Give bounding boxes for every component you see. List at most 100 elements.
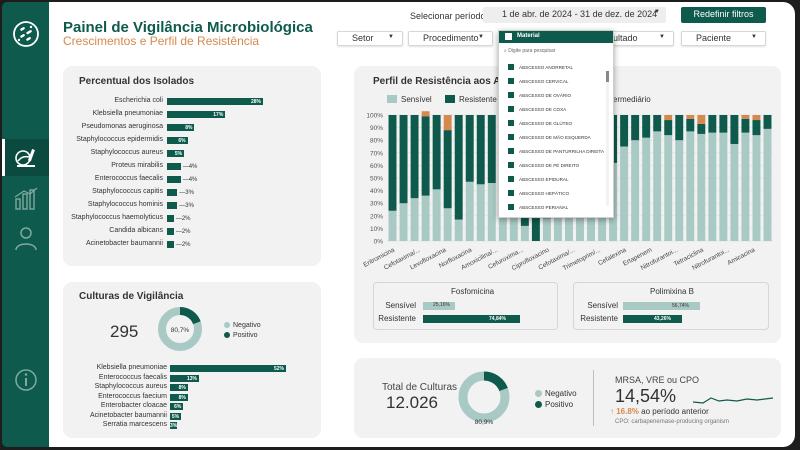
- resistance-bar-segment[interactable]: [454, 219, 463, 241]
- resistance-bar-segment[interactable]: [421, 116, 430, 196]
- dropdown-item[interactable]: ABSCESSO HEPÁTICO: [508, 190, 569, 199]
- isolates-row[interactable]: Proteus mirabilis —4%: [63, 162, 303, 172]
- resistance-bar-segment[interactable]: [421, 111, 430, 117]
- resistance-bar-segment[interactable]: [642, 115, 651, 138]
- resistance-bar-segment[interactable]: [719, 132, 728, 241]
- resistance-bar-segment[interactable]: [388, 115, 397, 211]
- resistance-bar-segment[interactable]: [763, 128, 772, 241]
- checkbox-checked-icon[interactable]: [508, 176, 514, 182]
- reset-filters-button[interactable]: Redefinir filtros: [681, 7, 766, 23]
- isolates-row[interactable]: Staphylococcus hominis —3%: [63, 201, 303, 211]
- resistance-bar-segment[interactable]: [752, 115, 761, 121]
- surveillance-row[interactable]: Serratia marcescens 3%: [63, 421, 303, 430]
- dropdown-item[interactable]: ABSCESSO DE OVÁRIO: [508, 92, 571, 101]
- resistance-bar-segment[interactable]: [487, 115, 496, 184]
- resistance-bar-segment[interactable]: [675, 115, 684, 141]
- checkbox-checked-icon[interactable]: [508, 134, 514, 140]
- dropdown-item[interactable]: ABSCESSO DE COXA: [508, 106, 566, 115]
- resistance-bar-segment[interactable]: [631, 115, 640, 141]
- resistance-bar-segment[interactable]: [752, 120, 761, 136]
- resistance-bar-segment[interactable]: [730, 115, 739, 144]
- checkbox-checked-icon[interactable]: [508, 64, 514, 70]
- dropdown-item[interactable]: ABSCESSO DE PANTURRILHA DIREITA: [508, 148, 604, 157]
- info-icon[interactable]: [12, 366, 40, 394]
- isolates-row[interactable]: Pseudomonas aeruginosa 8%: [63, 123, 303, 133]
- resistance-bar-segment[interactable]: [432, 115, 441, 190]
- resistance-bar-segment[interactable]: [642, 137, 651, 241]
- scrollbar-thumb[interactable]: [606, 71, 609, 82]
- checkbox-checked-icon[interactable]: [508, 162, 514, 168]
- checkbox-checked-icon[interactable]: [508, 204, 514, 210]
- surveillance-row[interactable]: Enterococcus faecium 8%: [63, 393, 303, 402]
- checkbox-checked-icon[interactable]: [508, 190, 514, 196]
- resistance-bar-segment[interactable]: [443, 115, 452, 131]
- surveillance-row[interactable]: Enterobacter cloacae 6%: [63, 402, 303, 411]
- filter-procedimento[interactable]: Procedimento ▼: [408, 31, 493, 46]
- resistance-bar-segment[interactable]: [454, 115, 463, 220]
- isolates-row[interactable]: Staphylococcus epidermidis 6%: [63, 136, 303, 146]
- isolates-row[interactable]: Candida albicans —2%: [63, 227, 303, 237]
- resistance-bar-segment[interactable]: [763, 115, 772, 129]
- resistance-bar-segment[interactable]: [741, 132, 750, 241]
- checkbox-checked-icon[interactable]: [508, 106, 514, 112]
- isolates-row[interactable]: Staphylococcus aureus 5%: [63, 149, 303, 159]
- resistance-bar-segment[interactable]: [465, 115, 474, 182]
- period-select[interactable]: 1 de abr. de 2024 - 31 de dez. de 2024 ▼: [483, 7, 666, 23]
- dropdown-item[interactable]: ABSCESSO EPIDURAL: [508, 176, 569, 185]
- surveillance-row[interactable]: Klebsiella pneumoniae 52%: [63, 364, 303, 373]
- material-dropdown-header[interactable]: Material: [499, 31, 613, 43]
- resistance-bar-segment[interactable]: [697, 133, 706, 241]
- resistance-bar-segment[interactable]: [399, 115, 408, 204]
- resistance-bar-segment[interactable]: [664, 115, 673, 121]
- resistance-bar-segment[interactable]: [741, 118, 750, 133]
- resistance-bar-segment[interactable]: [487, 183, 496, 241]
- resistance-bar-segment[interactable]: [631, 140, 640, 241]
- dropdown-scrollbar[interactable]: [606, 71, 609, 206]
- resistance-bar-segment[interactable]: [653, 131, 662, 241]
- surveillance-row[interactable]: Acinetobacter baumannii 5%: [63, 412, 303, 421]
- dropdown-item[interactable]: ABSCESSO DE MÃO ESQUERDA: [508, 134, 591, 143]
- resistance-bar-segment[interactable]: [697, 115, 706, 124]
- resistance-bar-segment[interactable]: [686, 118, 695, 132]
- resistance-bar-segment[interactable]: [465, 181, 474, 241]
- isolates-row[interactable]: Enterococcus faecalis —4%: [63, 175, 303, 185]
- resistance-bar-segment[interactable]: [410, 198, 419, 241]
- dropdown-item[interactable]: ABSCESSO DE GLÚTEO: [508, 120, 572, 129]
- dropdown-item[interactable]: ABSCESSO DE PÉ DIREITO: [508, 162, 579, 171]
- filter-setor[interactable]: Setor ▼: [337, 31, 403, 46]
- resistance-bar-segment[interactable]: [686, 115, 695, 119]
- dropdown-item[interactable]: ABSCESSO CERVICAL: [508, 78, 568, 87]
- checkbox-checked-icon[interactable]: [508, 148, 514, 154]
- resistance-bar-segment[interactable]: [553, 201, 562, 241]
- resistance-bar-segment[interactable]: [443, 208, 452, 241]
- resistance-bar-segment[interactable]: [476, 184, 485, 241]
- checkbox-checked-icon[interactable]: [508, 78, 514, 84]
- resistance-bar-segment[interactable]: [708, 115, 717, 133]
- resistance-bar-segment[interactable]: [620, 146, 629, 242]
- isolates-row[interactable]: Staphylococcus haemolyticus —2%: [63, 214, 303, 224]
- resistance-bar-segment[interactable]: [509, 212, 518, 241]
- isolates-row[interactable]: Staphylococcus capitis —3%: [63, 188, 303, 198]
- dropdown-item[interactable]: ABSCESSO PERIANAL: [508, 204, 568, 213]
- nav-microscope-icon[interactable]: [12, 143, 40, 171]
- resistance-bar-segment[interactable]: [664, 120, 673, 136]
- resistance-bar-segment[interactable]: [708, 132, 717, 241]
- dropdown-search[interactable]: ⌕ Digite para pesquisar: [504, 48, 555, 54]
- resistance-bar-segment[interactable]: [675, 140, 684, 241]
- resistance-bar-segment[interactable]: [752, 135, 761, 241]
- resistance-bar-segment[interactable]: [542, 218, 551, 241]
- resistance-bar-segment[interactable]: [719, 115, 728, 133]
- isolates-row[interactable]: Escherichia coli 28%: [63, 97, 303, 107]
- resistance-bar-segment[interactable]: [686, 131, 695, 241]
- checkbox-checked-icon[interactable]: [508, 120, 514, 126]
- filter-paciente[interactable]: Paciente ▼: [681, 31, 766, 46]
- resistance-bar-segment[interactable]: [741, 115, 750, 119]
- resistance-bar-segment[interactable]: [388, 210, 397, 241]
- resistance-bar-segment[interactable]: [443, 130, 452, 209]
- material-dropdown[interactable]: Material ⌕ Digite para pesquisar ABSCESS…: [498, 30, 614, 218]
- isolates-row[interactable]: Klebsiella pneumoniae 17%: [63, 110, 303, 120]
- resistance-bar-segment[interactable]: [476, 115, 485, 185]
- resistance-bar-segment[interactable]: [399, 203, 408, 241]
- resistance-bar-segment[interactable]: [664, 135, 673, 241]
- resistance-bar-segment[interactable]: [730, 143, 739, 241]
